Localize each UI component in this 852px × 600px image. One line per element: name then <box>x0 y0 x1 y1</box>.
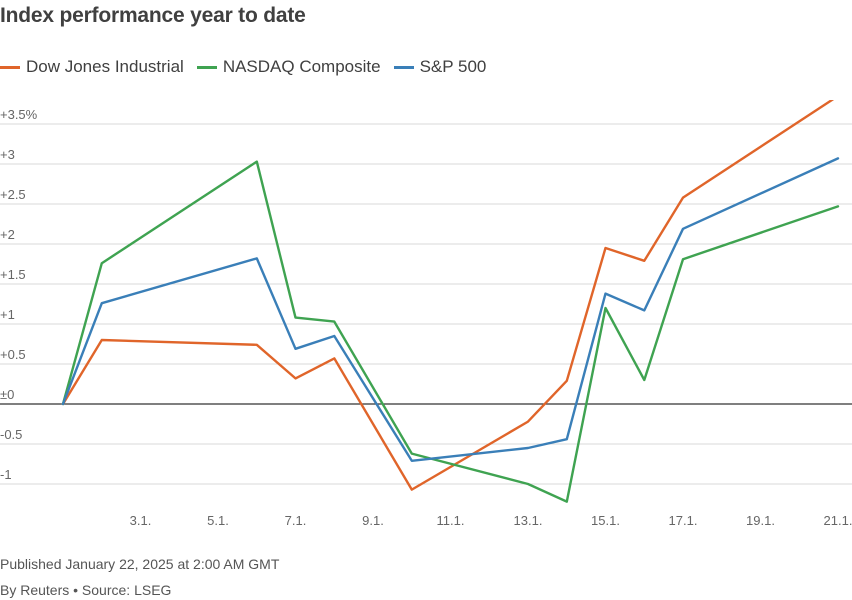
series-line-sp500 <box>61 157 840 462</box>
legend-label-dow: Dow Jones Industrial <box>26 57 184 76</box>
x-tick-label: 11.1. <box>437 513 465 528</box>
y-tick-label: +1 <box>0 307 15 322</box>
legend-item-dow: Dow Jones Industrial <box>0 57 184 77</box>
line-chart: +3.5% +3 +2.5 +2 +1.5 +1 +0.5 ±0 -0.5 -1 3.1. 5.1.… <box>0 100 852 528</box>
x-tick-label: 15.1. <box>591 513 620 528</box>
legend-item-nasdaq: NASDAQ Composite <box>196 57 381 77</box>
y-tick-label: +3 <box>0 147 15 162</box>
legend: Dow Jones Industrial NASDAQ Composite S&… <box>0 57 499 77</box>
legend-swatch-sp500 <box>393 65 414 69</box>
y-tick-label: +3.5% <box>0 107 38 122</box>
x-tick-label: 17.1. <box>669 513 698 528</box>
x-tick-label: 7.1. <box>285 513 307 528</box>
legend-label-sp500: S&P 500 <box>419 57 487 76</box>
chart-title: Index performance year to date <box>0 4 306 27</box>
series-line-dow <box>61 100 835 491</box>
y-axis-tick-labels: +3.5% +3 +2.5 +2 +1.5 +1 +0.5 ±0 -0.5 -1 <box>0 107 38 482</box>
y-tick-label: +0.5 <box>0 347 26 362</box>
source-byline: By Reuters • Source: LSEG <box>0 582 172 598</box>
y-tick-label: +1.5 <box>0 267 26 282</box>
series-line-nasdaq <box>61 160 840 503</box>
y-tick-label: -0.5 <box>0 427 22 442</box>
legend-label-nasdaq: NASDAQ Composite <box>222 57 381 76</box>
x-tick-label: 19.1. <box>746 513 775 528</box>
x-tick-label: 21.1. <box>824 513 852 528</box>
x-tick-label: 13.1. <box>514 513 543 528</box>
legend-swatch-dow <box>0 65 20 69</box>
legend-item-sp500: S&P 500 <box>393 57 487 77</box>
grid-lines <box>0 123 852 485</box>
x-tick-label: 9.1. <box>362 513 384 528</box>
x-tick-label: 5.1. <box>207 513 229 528</box>
published-date: Published January 22, 2025 at 2:00 AM GM… <box>0 556 280 572</box>
y-tick-label: +2 <box>0 227 15 242</box>
x-tick-label: 3.1. <box>130 513 152 528</box>
y-tick-label: +2.5 <box>0 187 26 202</box>
y-tick-label: -1 <box>0 467 12 482</box>
x-axis-tick-labels: 3.1. 5.1. 7.1. 9.1. 11.1. 13.1. 15.1. 17.1. 19.1… <box>130 513 852 528</box>
legend-swatch-nasdaq <box>196 65 217 69</box>
y-tick-label: ±0 <box>0 387 14 402</box>
series-lines <box>61 100 840 503</box>
